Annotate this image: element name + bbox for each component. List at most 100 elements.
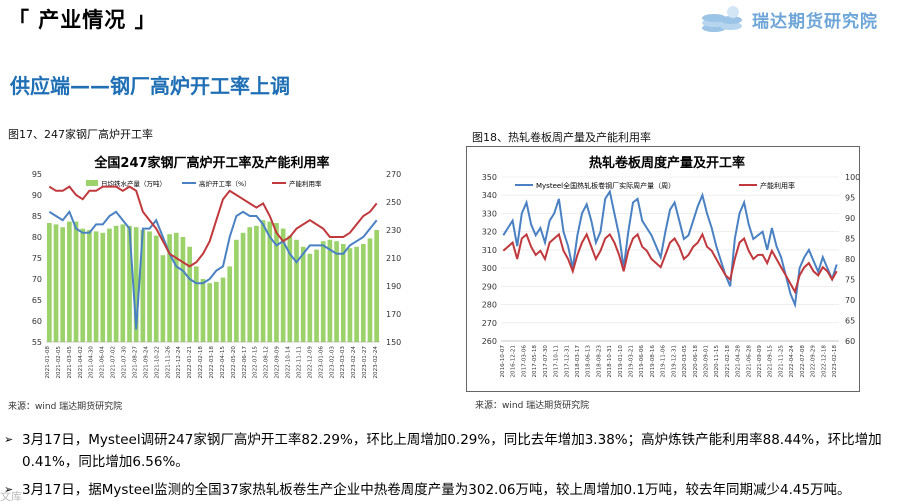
- x-tick-label: 2018-08-23: [596, 345, 602, 378]
- x-tick-label: 2021-07-30: [122, 346, 128, 379]
- bar: [267, 221, 273, 342]
- bar: [227, 266, 233, 342]
- x-tick-label: 2022-08-12: [264, 346, 270, 379]
- left-tick-label: 95: [32, 170, 42, 179]
- bar: [140, 230, 146, 342]
- x-tick-label: 2021-02-18: [725, 345, 731, 378]
- x-tick-label: 2019-01-10: [618, 345, 624, 378]
- right-tick-label: 80: [845, 255, 855, 264]
- x-tick-label: 2023-02-24: [351, 346, 357, 379]
- right-tick-label: 270: [386, 170, 401, 179]
- x-tick-label: 2022-04-15: [220, 346, 226, 379]
- figure-17-caption: 图17、247家钢厂高炉开工率: [8, 128, 153, 141]
- right-tick-label: 230: [386, 226, 401, 235]
- x-tick-label: 2022-07-08: [800, 345, 806, 378]
- bar: [247, 227, 253, 342]
- left-tick-label: 80: [32, 233, 42, 242]
- bullet-arrow-icon: ➢: [4, 483, 14, 496]
- x-tick-label: 2022-11-11: [296, 346, 302, 379]
- brand: 瑞达期货研究院: [700, 4, 878, 34]
- x-tick-label: 2022-07-15: [253, 346, 259, 379]
- x-tick-label: 2023-02-03: [329, 346, 335, 379]
- chart2-legend-blue: Mysteel全国热轧板卷钢厂实际周产量（周）: [536, 181, 675, 190]
- chart1-blue-line: [48, 209, 378, 330]
- bar: [334, 241, 339, 342]
- x-tick-label: 2017-05-18: [532, 345, 538, 378]
- bar: [47, 223, 52, 342]
- coin-stack-icon: [702, 6, 742, 32]
- bar: [340, 244, 346, 342]
- bar: [360, 244, 366, 342]
- blast-furnace-chart: 全国247家钢厂高炉开工率及产能利用率 日均铁水产量（万吨） 高炉开工率（%） …: [12, 148, 412, 389]
- x-tick-label: 2020-11-15: [714, 345, 720, 378]
- bar: [327, 239, 333, 342]
- bar: [120, 224, 126, 342]
- bar: [53, 224, 59, 342]
- left-tick-label: 60: [32, 317, 42, 326]
- bar: [160, 255, 166, 342]
- bar: [254, 225, 259, 342]
- left-tick-label: 290: [482, 282, 497, 291]
- x-tick-label: 2021-04-02: [78, 346, 84, 379]
- left-tick-label: 330: [482, 209, 497, 218]
- left-tick-label: 310: [482, 246, 497, 255]
- bullet-1-text: 3月17日，Mysteel调研247家钢厂高炉开工率82.29%，环比上周增加0…: [22, 432, 882, 470]
- x-tick-label: 2017-12-31: [564, 345, 570, 378]
- x-tick-label: 2018-06-13: [586, 345, 592, 378]
- x-tick-label: 2021-04-28: [736, 345, 742, 378]
- x-tick-label: 2021-08-27: [132, 346, 138, 379]
- bar: [354, 246, 359, 342]
- x-tick-label: 2021-09-09: [757, 345, 763, 378]
- hot-rolled-coil-chart: 热轧卷板周度产量及开工率 Mysteel全国热轧板卷钢厂实际周产量（周） 产能利…: [466, 146, 860, 392]
- bar: [320, 241, 326, 342]
- bar: [234, 239, 239, 342]
- right-tick-label: 190: [386, 282, 401, 291]
- bullet-2-text: 3月17日，据Mysteel监测的全国37家热轧板卷生产企业中热卷周度产量为30…: [22, 482, 851, 498]
- x-tick-label: 2017-03-06: [521, 345, 527, 378]
- left-tick-label: 75: [32, 254, 42, 263]
- chart1-legend: 日均铁水产量（万吨） 高炉开工率（%） 产能利用率: [86, 179, 322, 188]
- bar: [147, 231, 152, 342]
- x-tick-label: 2019-03-21: [629, 345, 635, 378]
- bar: [73, 221, 79, 342]
- watermark: 文库: [0, 490, 22, 503]
- bar: [274, 223, 279, 342]
- bar: [187, 246, 192, 342]
- left-tick-label: 65: [32, 296, 42, 305]
- x-tick-label: 2021-01-08: [45, 346, 51, 379]
- x-tick-label: 2019-08-16: [650, 345, 656, 378]
- left-tick-label: 340: [482, 191, 497, 200]
- x-tick-label: 2022-04-24: [789, 345, 795, 378]
- chart1-left-axis: 55 60 65 70 75 80 85 90 95: [32, 170, 42, 347]
- chart1-x-axis: 2021-01-08 2021-02-05 2021-03-05 2021-04-02…: [45, 346, 379, 379]
- right-tick-label: 210: [386, 254, 401, 263]
- right-tick-label: 70: [845, 296, 855, 305]
- chart2-left-axis: 260 270 280 290 300 310 320 330 340 350: [482, 173, 839, 346]
- chart1-legend-blue: 高炉开工率（%）: [199, 179, 251, 188]
- x-tick-label: 2019-11-06: [661, 345, 667, 378]
- bar: [294, 239, 299, 342]
- bar: [180, 237, 186, 342]
- bar: [314, 249, 319, 342]
- x-tick-label: 2023-01-06: [318, 346, 324, 379]
- right-tick-label: 90: [845, 214, 855, 223]
- bar: [127, 225, 132, 342]
- chart1-right-axis: 150 170 190 210 230 250 270: [386, 170, 401, 347]
- x-tick-label: 2021-02-05: [56, 346, 62, 379]
- right-tick-label: 65: [845, 317, 855, 326]
- chart1-legend-bars: 日均铁水产量（万吨）: [101, 179, 166, 188]
- right-tick-label: 250: [386, 198, 401, 207]
- x-tick-label: 2023-02-24: [373, 346, 379, 379]
- x-tick-label: 2022-12-09: [307, 346, 313, 379]
- x-tick-label: 2022-10-14: [286, 346, 292, 379]
- section-title: 「 产业情况 」: [8, 8, 157, 32]
- chart2-red-line: [502, 232, 838, 295]
- right-tick-label: 85: [845, 235, 855, 244]
- x-tick-label: 2017-07-30: [543, 345, 549, 378]
- x-tick-label: 2022-06-17: [242, 346, 248, 379]
- chart1-red-line: [48, 185, 378, 268]
- right-tick-label: 75: [845, 276, 855, 285]
- bar: [220, 277, 226, 342]
- left-tick-label: 85: [32, 212, 42, 221]
- bar: [173, 232, 179, 342]
